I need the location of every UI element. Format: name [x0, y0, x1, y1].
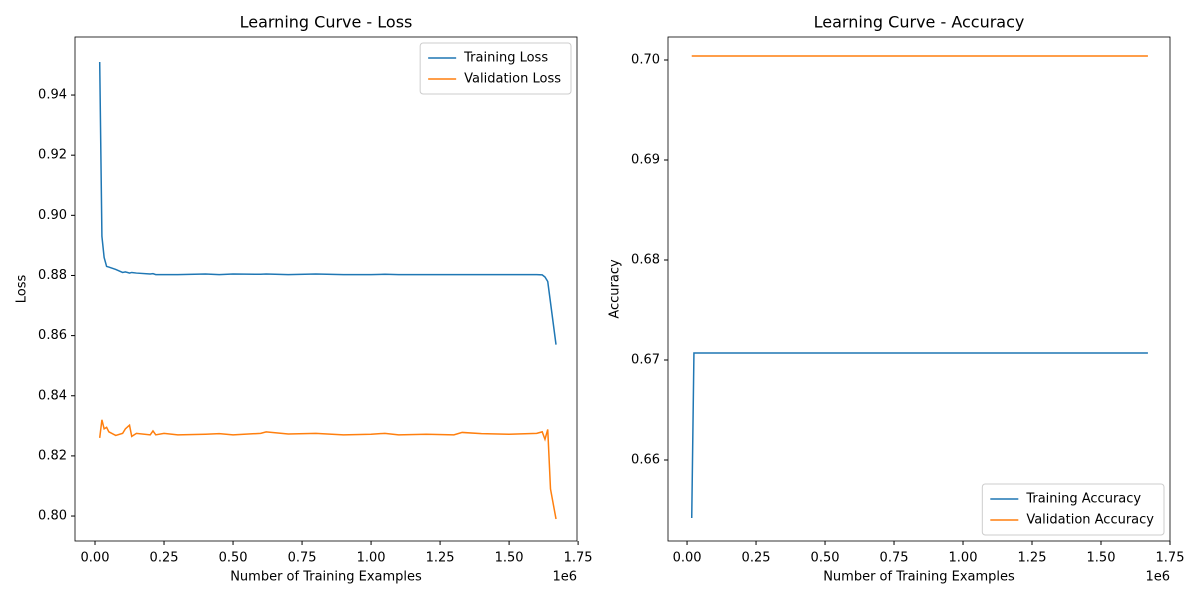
legend-box	[981, 483, 1165, 536]
x-tick-label: 0.50	[811, 551, 840, 566]
x-tick-label: 1.00	[949, 551, 978, 566]
y-tick-label: 0.86	[38, 328, 67, 343]
y-tick-label: 0.80	[38, 509, 67, 524]
y-tick-label: 0.67	[631, 353, 660, 368]
plot-frame	[667, 36, 1171, 542]
x-tick-label: 1.00	[357, 551, 386, 566]
x-offset-text: 1e6	[1145, 570, 1170, 585]
y-tick-label: 0.92	[38, 148, 67, 163]
legend-label: Training Accuracy	[1025, 492, 1141, 507]
x-axis-label: Number of Training Examples	[230, 570, 422, 585]
legend-label: Validation Accuracy	[1026, 513, 1154, 528]
y-tick-label: 0.68	[631, 253, 660, 268]
series-line	[98, 419, 557, 520]
legend: Training Loss Validation Loss	[419, 42, 572, 95]
y-tick-label: 0.88	[38, 268, 67, 283]
x-tick-label: 0.75	[288, 551, 317, 566]
legend-label: Validation Loss	[464, 72, 561, 87]
y-tick-label: 0.69	[631, 153, 660, 168]
x-tick-label: 1.25	[426, 551, 455, 566]
legend-box	[419, 42, 572, 95]
y-axis-label: Loss	[15, 275, 30, 304]
x-tick-label: 1.75	[1156, 551, 1185, 566]
chart-title: Learning Curve - Loss	[240, 13, 413, 32]
x-tick-label: 0.50	[219, 551, 248, 566]
y-tick-label: 0.70	[631, 53, 660, 68]
x-tick-label: 0.00	[673, 551, 702, 566]
y-tick-label: 0.66	[631, 453, 660, 468]
y-tick-label: 0.84	[38, 388, 67, 403]
x-tick-label: 1.50	[1087, 551, 1116, 566]
y-axis-label: Accuracy	[608, 259, 623, 319]
plot-frame	[74, 36, 578, 542]
x-offset-text: 1e6	[552, 570, 577, 585]
x-tick-label: 0.25	[742, 551, 771, 566]
x-tick-label: 0.00	[81, 551, 110, 566]
x-tick-label: 0.25	[150, 551, 179, 566]
legend: Training Accuracy Validation Accuracy	[981, 483, 1165, 536]
x-axis-label: Number of Training Examples	[823, 570, 1015, 585]
x-tick-label: 1.75	[564, 551, 593, 566]
x-tick-label: 1.25	[1018, 551, 1047, 566]
series-line	[98, 61, 557, 345]
y-tick-label: 0.90	[38, 208, 67, 223]
legend-label: Training Loss	[463, 51, 548, 66]
series-line	[690, 352, 1148, 519]
y-tick-label: 0.94	[38, 88, 67, 103]
chart-title: Learning Curve - Accuracy	[814, 13, 1025, 32]
x-tick-label: 0.75	[880, 551, 909, 566]
y-tick-label: 0.82	[38, 448, 67, 463]
x-tick-label: 1.50	[495, 551, 524, 566]
